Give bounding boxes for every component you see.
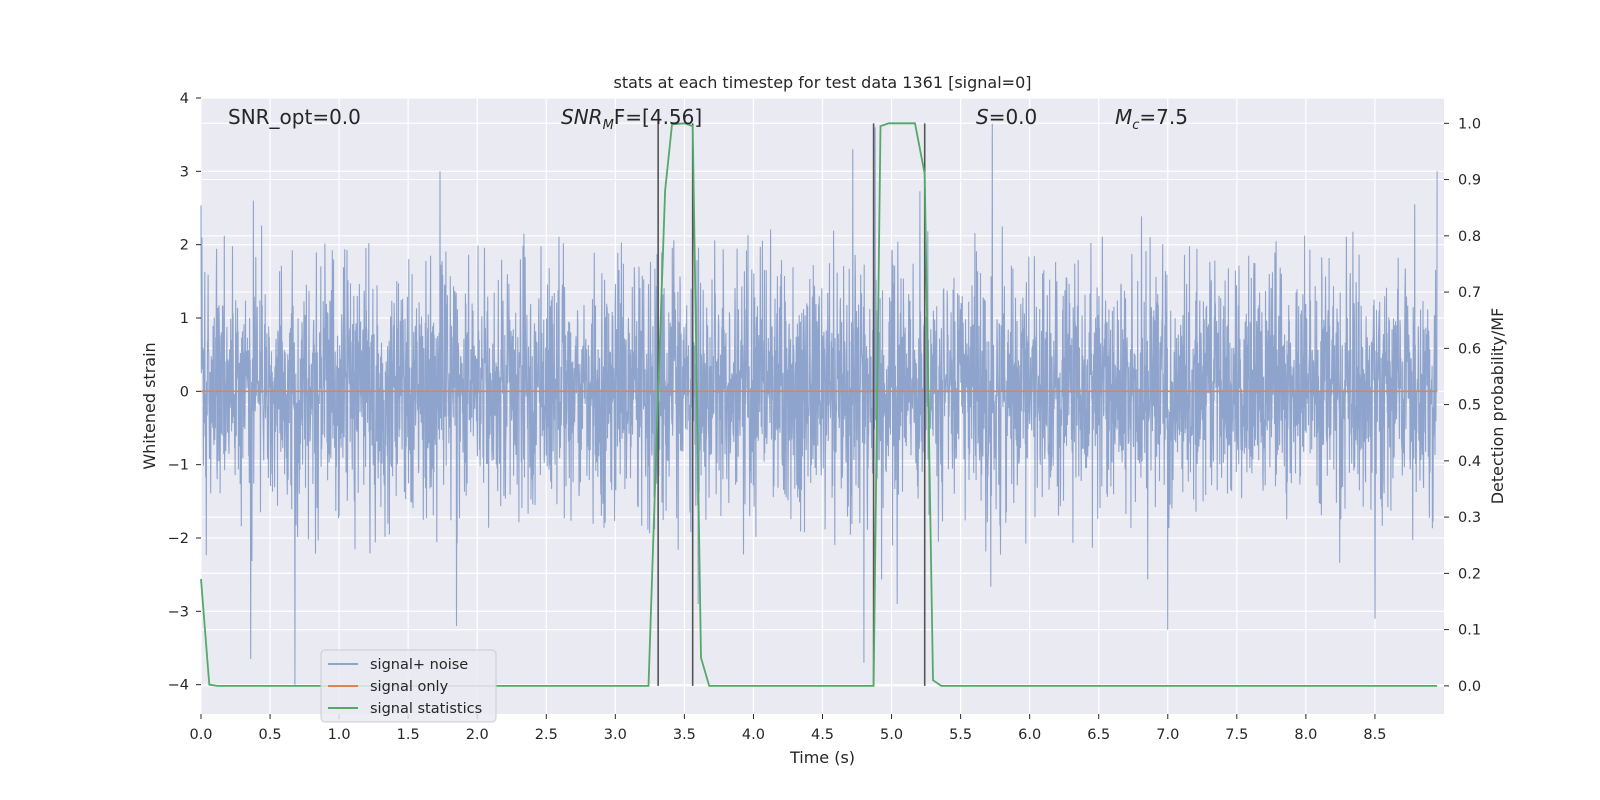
annotation-mc-value: =7.5 [1139, 105, 1188, 129]
y-tick-label-right: 0.8 [1458, 229, 1481, 245]
y-tick-label-right: 0.2 [1458, 566, 1481, 582]
x-tick-label: 8.0 [1294, 727, 1317, 743]
x-tick-label: 3.5 [673, 727, 696, 743]
x-axis-label: Time (s) [789, 748, 855, 767]
y-tick-label-left: 3 [180, 164, 189, 180]
y-tick-label-right: 0.1 [1458, 623, 1481, 639]
annotation-snr-opt: SNR_opt=0.0 [228, 105, 361, 129]
annotation-snr-mf: SNRMF=[4.56] [561, 105, 702, 133]
legend-box [320, 649, 497, 723]
x-tick-label: 8.5 [1363, 727, 1386, 743]
x-tick-label: 7.5 [1225, 727, 1248, 743]
y-tick-label-right: 0.9 [1458, 173, 1481, 189]
y-axis-label-left: Whitened strain [140, 342, 159, 469]
y-tick-label-left: −2 [168, 531, 189, 547]
annotation-mc: Mc=7.5 [1115, 105, 1188, 133]
y-tick-label-right: 0.0 [1458, 679, 1481, 695]
y-tick-label-left: 0 [180, 384, 189, 400]
legend-label-signal-noise: signal+ noise [370, 657, 468, 673]
x-tick-label: 7.0 [1156, 727, 1179, 743]
chart-title: stats at each timestep for test data 136… [613, 73, 1031, 92]
series-signal-noise [200, 123, 1438, 685]
y-tick-label-left: 2 [180, 238, 189, 254]
x-tick-label: 5.0 [880, 727, 903, 743]
x-tick-label: 2.0 [466, 727, 489, 743]
x-tick-label: 5.5 [949, 727, 972, 743]
legend-label-signal-only: signal only [370, 679, 449, 695]
y-tick-label-right: 1.0 [1458, 116, 1481, 132]
y-tick-label-left: 4 [180, 91, 189, 107]
annotation-snr-mf-base: SNR [561, 105, 603, 129]
annotation-s: S=0.0 [976, 105, 1037, 129]
y-tick-label-left: −4 [168, 678, 189, 694]
x-tick-label: 3.0 [604, 727, 627, 743]
annotation-s-symbol: S [976, 105, 989, 129]
y-tick-label-left: −3 [168, 604, 189, 620]
legend: signal+ noise signal only signal statist… [320, 649, 497, 723]
plot-area [200, 122, 1438, 687]
annotation-mc-sub: c [1132, 118, 1139, 133]
y-tick-label-left: −1 [168, 458, 189, 474]
x-tick-label: 1.5 [397, 727, 420, 743]
x-tick-label: 0.5 [259, 727, 282, 743]
annotation-snr-mf-rest: F=[4.56] [614, 105, 702, 129]
x-tick-label: 6.0 [1018, 727, 1041, 743]
x-tick-label: 2.5 [535, 727, 558, 743]
x-tick-label: 6.5 [1087, 727, 1110, 743]
y-tick-label-right: 0.5 [1458, 398, 1481, 414]
y-tick-label-right: 0.6 [1458, 341, 1481, 357]
y-tick-label-right: 0.7 [1458, 285, 1481, 301]
series-signal-statistics [200, 122, 1438, 687]
x-tick-label: 4.0 [742, 727, 765, 743]
annotation-s-value: =0.0 [989, 105, 1038, 129]
annotation-snr-mf-sub: M [603, 118, 614, 133]
x-tick-label: 4.5 [811, 727, 834, 743]
y-axis-label-right: Detection probability/MF [1488, 308, 1507, 505]
y-tick-label-left: 1 [180, 311, 189, 327]
x-tick-label: 1.0 [328, 727, 351, 743]
y-tick-label-right: 0.3 [1458, 510, 1481, 526]
x-tick-label: 0.0 [189, 727, 212, 743]
legend-label-signal-statistics: signal statistics [370, 701, 482, 717]
axis-ticks: 0.0 0.5 1.0 1.5 2.0 2.5 3.0 3.5 4.0 4.5 5.0 5.5 6.0 6… [168, 91, 1481, 743]
annotation-mc-base: M [1115, 105, 1132, 129]
y-tick-label-right: 0.4 [1458, 454, 1481, 470]
